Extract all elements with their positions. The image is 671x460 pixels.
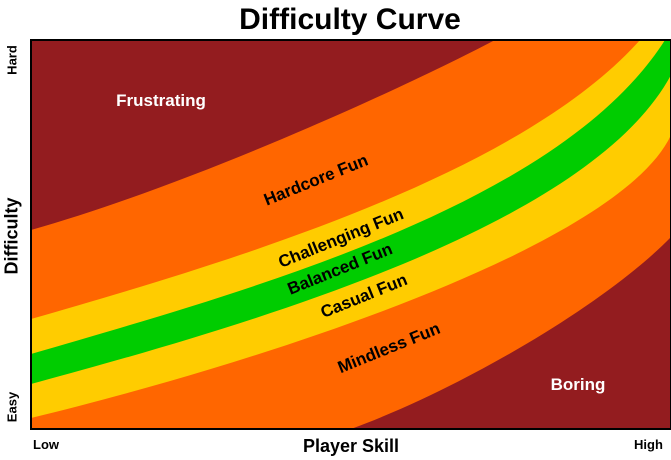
zone-label-frustrating: Frustrating (116, 91, 206, 110)
zone-boring (351, 237, 671, 429)
x-axis-high-label: High (634, 437, 663, 452)
x-axis-low-label: Low (33, 437, 59, 452)
zone-label-boring: Boring (551, 375, 606, 394)
diagram-title: Difficulty Curve (239, 3, 461, 36)
plot-frame (30, 39, 671, 430)
zone-bands (31, 40, 671, 429)
x-axis-label: Player Skill (302, 436, 400, 456)
